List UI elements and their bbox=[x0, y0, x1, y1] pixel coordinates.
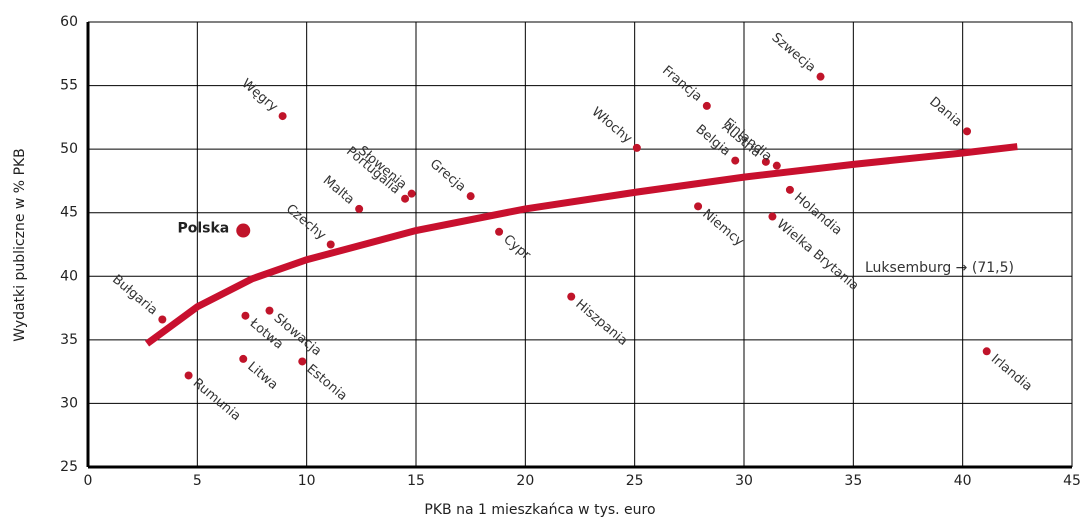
x-tick-label: 45 bbox=[1063, 473, 1081, 489]
y-tick-label: 35 bbox=[60, 332, 78, 348]
point-label: Włochy bbox=[589, 105, 635, 147]
x-tick-label: 40 bbox=[954, 473, 972, 489]
point bbox=[241, 311, 250, 320]
x-tick-label: 30 bbox=[735, 473, 753, 489]
point-label: Wielka Brytania bbox=[774, 217, 862, 294]
point bbox=[401, 194, 410, 203]
point bbox=[265, 306, 274, 315]
y-tick-label: 60 bbox=[60, 14, 78, 30]
point bbox=[567, 292, 576, 301]
point bbox=[239, 354, 248, 363]
point bbox=[355, 204, 364, 213]
point bbox=[184, 371, 193, 380]
point-label: Hiszpania bbox=[572, 297, 630, 349]
point-label: Szwecja bbox=[769, 30, 819, 75]
point bbox=[761, 157, 770, 166]
point-label: Francja bbox=[659, 63, 705, 105]
point bbox=[963, 127, 972, 136]
point bbox=[731, 156, 740, 165]
point-label: Estonia bbox=[303, 362, 349, 404]
point bbox=[236, 223, 251, 238]
point bbox=[816, 72, 825, 81]
point bbox=[466, 192, 475, 201]
point bbox=[407, 189, 416, 198]
point-label: Grecja bbox=[427, 157, 469, 195]
point-label: Litwa bbox=[244, 359, 280, 393]
x-tick-label: 20 bbox=[516, 473, 534, 489]
point bbox=[632, 143, 641, 152]
y-tick-label: 40 bbox=[60, 268, 78, 284]
x-axis-label: PKB na 1 mieszkańca w tys. euro bbox=[424, 502, 655, 518]
y-tick-label: 50 bbox=[60, 141, 78, 157]
point-label: Bułgaria bbox=[109, 272, 160, 318]
point bbox=[298, 357, 307, 366]
x-tick-label: 0 bbox=[84, 473, 93, 489]
x-tick-label: 5 bbox=[193, 473, 202, 489]
y-tick-label: 30 bbox=[60, 395, 78, 411]
y-axis-label: Wydatki publiczne w % PKB bbox=[12, 148, 28, 342]
point bbox=[326, 240, 335, 249]
point bbox=[702, 101, 711, 110]
point-label: Finlandia bbox=[721, 116, 775, 165]
y-tick-label: 55 bbox=[60, 78, 78, 94]
point bbox=[785, 185, 794, 194]
y-tick-label: 25 bbox=[60, 459, 78, 475]
point bbox=[982, 347, 991, 356]
point-label: Czechy bbox=[283, 202, 329, 244]
point bbox=[772, 161, 781, 170]
point-label: Polska bbox=[177, 221, 229, 237]
point-label: Dania bbox=[926, 94, 965, 130]
x-tick-label: 10 bbox=[298, 473, 316, 489]
point bbox=[768, 212, 777, 221]
point bbox=[278, 112, 287, 121]
x-tick-label: 35 bbox=[844, 473, 862, 489]
point-label: Irlandia bbox=[988, 352, 1035, 395]
y-tick-label: 45 bbox=[60, 205, 78, 221]
annotation: Luksemburg → (71,5) bbox=[865, 260, 1014, 276]
point-label: Cypr bbox=[500, 232, 533, 263]
point-label: Malta bbox=[320, 173, 357, 208]
point bbox=[495, 227, 504, 236]
trend-line bbox=[144, 143, 1018, 347]
x-tick-label: 25 bbox=[626, 473, 644, 489]
point bbox=[158, 315, 167, 324]
point bbox=[694, 202, 703, 211]
point-label: Węgry bbox=[238, 76, 280, 115]
x-tick-label: 15 bbox=[407, 473, 425, 489]
